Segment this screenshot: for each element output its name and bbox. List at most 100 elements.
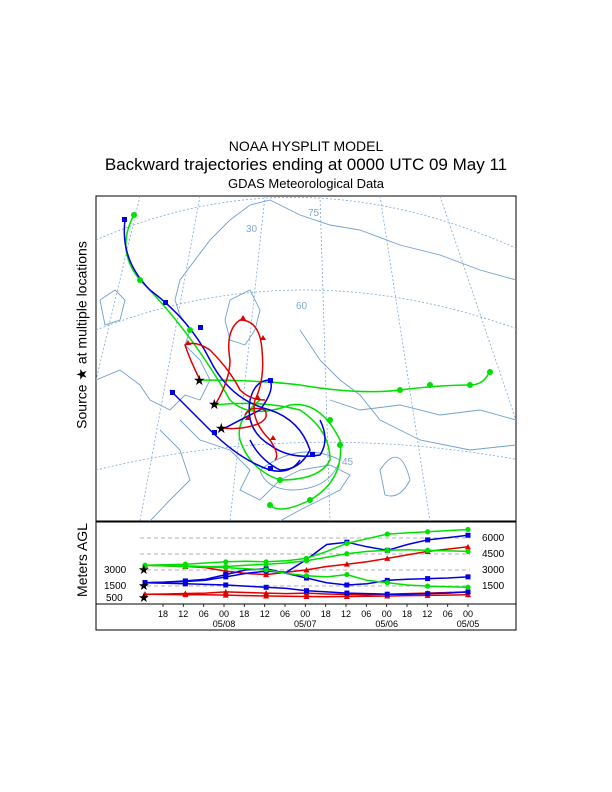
lat-label-45: 45 <box>342 457 354 468</box>
coast-south <box>179 419 351 521</box>
profile-point-green-3000-a <box>344 540 350 546</box>
blue-marker <box>163 300 168 305</box>
lat-line-75 <box>96 197 516 249</box>
green-marker <box>487 369 493 375</box>
profile-point-red-3000 <box>465 543 471 550</box>
profile-point-blue-1500-b <box>425 591 431 597</box>
time-tick-label: 18 <box>158 609 168 619</box>
red-marker <box>270 435 276 440</box>
green-marker <box>131 212 137 218</box>
profile-point-green-3000-a <box>384 531 390 537</box>
profile-point-blue-1500-a <box>465 532 471 538</box>
profile-point-blue-1500-b <box>223 582 229 588</box>
profile-point-green-3000-a <box>425 529 431 535</box>
trajectory-green-3 <box>214 399 331 481</box>
profile-point-red-500-b <box>343 593 350 600</box>
red-marker <box>260 335 266 340</box>
profile-point-red-3000 <box>343 561 350 567</box>
green-marker <box>397 387 403 393</box>
profile-point-green-3000-c <box>344 571 350 578</box>
lon-line-75 <box>439 196 516 421</box>
green-marker <box>137 277 143 283</box>
lat-line-60 <box>96 289 516 331</box>
time-tick-label: 00 <box>300 609 310 619</box>
coast-arctic <box>269 199 516 281</box>
trajectory-markers <box>122 212 493 508</box>
green-marker <box>327 417 333 423</box>
coastlines <box>96 199 516 521</box>
source-stars: ★ ★ ★ <box>193 372 228 436</box>
date-tick-label: 05/05 <box>457 619 480 629</box>
profile-point-green-3000-c <box>142 562 148 568</box>
source-star-3: ★ <box>215 420 228 436</box>
profile-point-blue-1500-b <box>384 591 390 597</box>
lon-label-30: 30 <box>246 224 258 235</box>
coast-black-sea <box>259 451 341 491</box>
lon-line-15 <box>139 196 201 521</box>
profile-point-red-500-b <box>182 591 189 598</box>
start-height-3000: 3000 <box>104 565 127 576</box>
time-tick-label: 18 <box>402 609 412 619</box>
profile-point-red-3000 <box>384 555 391 561</box>
profile-point-blue-1500-b <box>182 581 188 587</box>
trajectory-blue-3 <box>224 379 326 457</box>
profile-point-green-3000-b <box>425 547 431 553</box>
profile-point-blue-1500-b <box>304 588 309 594</box>
profile-point-blue-3000 <box>425 576 431 582</box>
profile-point-red-500-b <box>263 592 270 599</box>
right-height-3000: 3000 <box>482 565 505 576</box>
green-marker <box>307 497 313 503</box>
blue-marker <box>198 325 203 330</box>
date-ticks: 05/08 05/07 05/06 05/05 <box>213 619 480 629</box>
blue-marker <box>268 466 273 471</box>
border-mid <box>299 329 516 451</box>
trajectory-blue-2 <box>169 389 301 472</box>
red-marker <box>255 395 261 400</box>
coast-britain <box>99 289 126 326</box>
lat-line-45 <box>96 441 516 471</box>
trajectory-red-3 <box>221 407 267 430</box>
date-tick-label: 05/07 <box>294 619 317 629</box>
blue-marker <box>310 452 315 457</box>
profile-point-green-3000-b <box>263 561 269 567</box>
lon-line-0 <box>96 196 141 381</box>
profile-point-green-3000-c <box>182 563 188 570</box>
time-axis-frame <box>95 603 517 631</box>
map-frame <box>95 195 517 522</box>
blue-marker <box>212 430 217 435</box>
trajectory-green-2 <box>199 369 491 393</box>
profile-point-blue-3000 <box>465 574 471 580</box>
profile-point-red-3000 <box>263 571 270 578</box>
right-height-1500: 1500 <box>482 581 505 592</box>
profile-point-blue-3000 <box>344 582 350 588</box>
date-tick-label: 05/06 <box>375 619 398 629</box>
profile-point-red-500-a <box>222 588 229 595</box>
profile-point-red-500-b <box>465 591 471 598</box>
start-star-3000: ★ <box>138 562 150 577</box>
trajectory-red-2 <box>184 342 266 401</box>
main-title: Backward trajectories ending at 0000 UTC… <box>104 155 508 174</box>
date-tick-label: 05/08 <box>213 619 236 629</box>
lon-line-60 <box>379 196 431 521</box>
trajectory-blue-1 <box>123 219 311 471</box>
blue-marker <box>122 217 127 222</box>
map-layer: 75 30 60 45 <box>96 196 516 521</box>
profile-point-green-3000-a <box>465 526 471 533</box>
profile-point-green-3000-c <box>263 567 269 573</box>
red-marker <box>245 415 251 420</box>
profile-point-green-3000-b <box>465 548 471 555</box>
lat-label-60: 60 <box>296 301 308 312</box>
profile-series <box>142 526 471 600</box>
profile-point-green-3000-c <box>465 584 471 590</box>
time-tick-label: 12 <box>341 609 351 619</box>
blue-marker <box>170 390 175 395</box>
time-tick-label: 12 <box>178 609 188 619</box>
profile-point-green-3000-c <box>425 583 431 589</box>
profile-point-blue-3000 <box>223 572 229 578</box>
profile-point-green-3000-a <box>223 559 229 565</box>
time-tick-label: 00 <box>463 609 473 619</box>
blue-marker <box>268 378 273 383</box>
meteo-title: GDAS Meteorological Data <box>227 176 385 191</box>
green-marker <box>277 477 283 483</box>
profile-point-blue-1500-b <box>263 584 269 590</box>
